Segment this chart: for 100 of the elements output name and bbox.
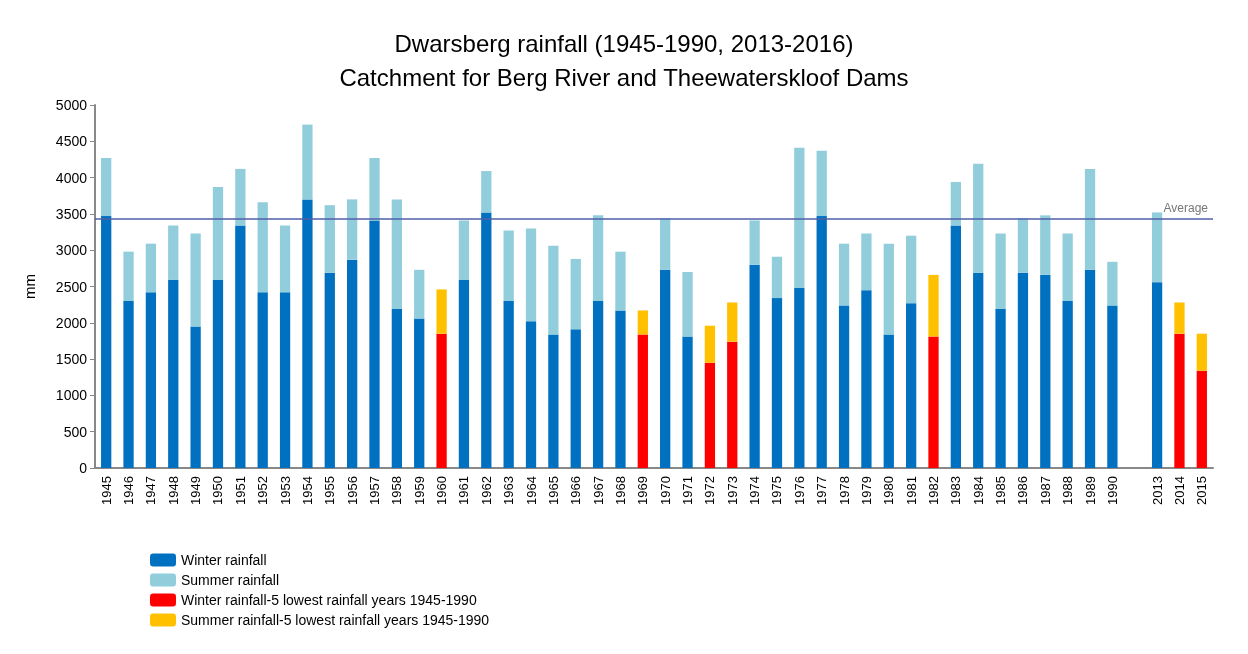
bar xyxy=(279,292,291,468)
x-tick-label: 1956 xyxy=(344,476,360,505)
y-axis-title: mm xyxy=(21,274,38,299)
bar xyxy=(257,292,268,468)
x-tick-label: 1952 xyxy=(255,476,271,505)
bar xyxy=(637,334,648,468)
bar xyxy=(928,336,939,468)
bar xyxy=(391,199,402,310)
x-tick-label: 1968 xyxy=(612,476,628,505)
bar xyxy=(212,187,224,280)
bar xyxy=(414,318,425,468)
y-tick-label: 0 xyxy=(79,460,88,476)
y-tick-label: 2500 xyxy=(55,278,88,295)
y-tick-label: 4500 xyxy=(55,133,88,150)
bar xyxy=(771,256,783,299)
bar xyxy=(794,287,805,468)
bar xyxy=(660,218,671,270)
bar xyxy=(1174,333,1185,468)
x-tick-label: 1947 xyxy=(143,476,159,505)
bar xyxy=(973,163,984,273)
x-tick-label: 1962 xyxy=(478,476,494,505)
y-tick-label: 4000 xyxy=(55,169,88,186)
y-tick-label: 3500 xyxy=(55,205,88,222)
bar xyxy=(906,235,917,304)
bar xyxy=(324,205,335,273)
bar xyxy=(101,158,112,217)
bar xyxy=(1107,305,1118,468)
bar xyxy=(995,309,1006,468)
x-tick-label: 1958 xyxy=(389,476,405,505)
bar xyxy=(1107,261,1118,306)
x-tick-label: 1960 xyxy=(434,476,450,505)
y-tick-label: 3000 xyxy=(55,242,88,259)
x-tick-label: 1975 xyxy=(769,476,785,505)
bar xyxy=(771,298,783,468)
x-tick-label: 1985 xyxy=(993,476,1009,505)
x-tick-label: 1978 xyxy=(836,476,852,505)
y-tick-label: 500 xyxy=(63,423,88,440)
bar xyxy=(883,334,894,468)
bar xyxy=(838,243,850,306)
bar xyxy=(548,245,559,335)
bar xyxy=(458,220,470,280)
bar xyxy=(347,259,358,468)
bar xyxy=(637,310,648,335)
bar xyxy=(1062,233,1073,302)
y-tick-label: 2000 xyxy=(55,314,88,331)
bar xyxy=(592,215,604,302)
x-tick-label: 1959 xyxy=(411,476,427,505)
x-tick-label: 1964 xyxy=(523,476,539,505)
bar xyxy=(123,301,134,468)
bar xyxy=(615,251,626,311)
x-tick-label: 1990 xyxy=(1104,476,1120,505)
bar xyxy=(1151,212,1163,283)
x-tick-label: 1954 xyxy=(299,476,315,505)
y-tick-label: 1500 xyxy=(55,351,88,368)
bar xyxy=(369,158,380,221)
x-tick-label: 2015 xyxy=(1194,476,1210,505)
ref-line-label: Average xyxy=(1163,200,1209,215)
bar xyxy=(682,271,693,337)
bar xyxy=(1084,269,1096,468)
bar xyxy=(816,216,827,468)
x-tick-label: 1961 xyxy=(456,476,472,505)
bar xyxy=(660,269,671,468)
x-tick-label: 2013 xyxy=(1149,476,1165,505)
bar xyxy=(861,290,872,468)
bar xyxy=(906,303,917,468)
x-tick-label: 1982 xyxy=(926,476,941,505)
bar xyxy=(168,279,179,468)
bar xyxy=(1017,218,1029,273)
bar xyxy=(503,301,514,468)
x-tick-label: 1986 xyxy=(1015,476,1031,505)
bar xyxy=(950,225,961,468)
bar xyxy=(883,243,894,335)
x-tick-label: 1948 xyxy=(165,476,181,505)
bar xyxy=(1017,272,1029,468)
bar xyxy=(481,212,492,468)
bar xyxy=(704,325,716,363)
x-tick-label: 1974 xyxy=(747,476,763,505)
bar xyxy=(749,220,760,265)
x-tick-label: 1989 xyxy=(1082,476,1098,505)
chart-title: Dwarsberg rainfall (1945-1990, 2013-2016) xyxy=(394,29,854,57)
bar xyxy=(749,264,760,468)
bar xyxy=(302,124,313,200)
bar xyxy=(257,202,268,293)
bar xyxy=(1040,215,1051,275)
x-tick-label: 1980 xyxy=(881,476,897,505)
x-tick-label: 1981 xyxy=(903,476,919,505)
bar xyxy=(347,199,358,260)
x-tick-label: 1967 xyxy=(590,476,606,505)
x-tick-label: 1979 xyxy=(858,476,874,505)
bar xyxy=(414,269,425,319)
x-tick-label: 1971 xyxy=(680,476,696,505)
x-tick-label: 1970 xyxy=(657,476,673,505)
bar xyxy=(928,274,939,337)
bar xyxy=(279,225,291,293)
legend-label: Summer rainfall-5 lowest rainfall years 1945-1990 xyxy=(181,612,490,628)
x-tick-label: 1957 xyxy=(367,476,382,505)
bar xyxy=(101,216,112,468)
x-tick-label: 1951 xyxy=(232,476,248,505)
legend-label: Winter rainfall xyxy=(181,552,267,568)
x-tick-label: 1966 xyxy=(568,476,584,505)
